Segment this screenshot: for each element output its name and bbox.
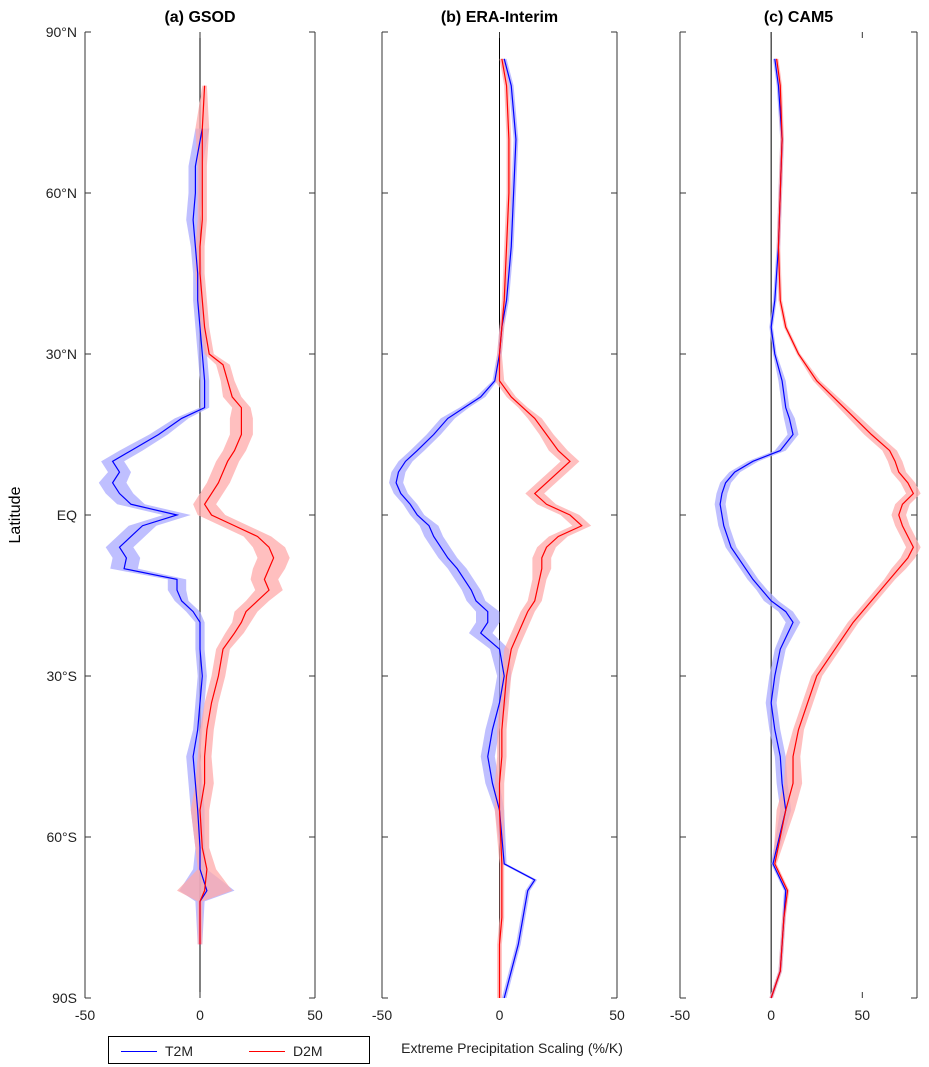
ytick-label-4: 30°S bbox=[46, 668, 77, 684]
ytick-label-2: 30°N bbox=[46, 346, 77, 362]
xtick-label-1-0: -50 bbox=[372, 1007, 392, 1023]
legend-swatch-t2m bbox=[121, 1050, 157, 1052]
band-t2m-1 bbox=[389, 58, 538, 999]
legend-swatch-d2m bbox=[249, 1050, 285, 1052]
ytick-label-6: 90S bbox=[52, 990, 77, 1006]
x-axis-label: Extreme Precipitation Scaling (%/K) bbox=[401, 1040, 623, 1056]
line-t2m-2 bbox=[719, 58, 794, 999]
panel-title-0: (a) GSOD bbox=[164, 9, 235, 26]
legend-label-d2m: D2M bbox=[293, 1043, 323, 1059]
line-d2m-2 bbox=[770, 58, 915, 999]
band-d2m-0 bbox=[177, 85, 290, 945]
line-t2m-1 bbox=[395, 58, 536, 999]
xtick-label-0-0: -50 bbox=[75, 1007, 95, 1023]
ytick-label-1: 60°N bbox=[46, 185, 77, 201]
y-axis-label: Latitude bbox=[7, 486, 24, 543]
ytick-label-0: 90°N bbox=[46, 24, 77, 40]
line-t2m-0 bbox=[111, 128, 208, 945]
legend: T2M D2M bbox=[108, 1036, 370, 1064]
band-d2m-1 bbox=[494, 58, 592, 999]
legend-item-d2m: D2M bbox=[249, 1043, 323, 1059]
legend-label-t2m: T2M bbox=[165, 1043, 193, 1059]
xtick-label-0-2: 50 bbox=[307, 1007, 323, 1023]
xtick-label-2-1: 0 bbox=[767, 1007, 775, 1023]
xtick-label-2-2: 50 bbox=[855, 1007, 871, 1023]
band-t2m-2 bbox=[714, 58, 801, 999]
band-t2m-0 bbox=[98, 128, 235, 945]
panel-title-2: (c) CAM5 bbox=[764, 9, 833, 26]
xtick-label-2-0: -50 bbox=[670, 1007, 690, 1023]
legend-item-t2m: T2M bbox=[121, 1043, 193, 1059]
xtick-label-1-1: 0 bbox=[496, 1007, 504, 1023]
ytick-label-3: EQ bbox=[57, 507, 77, 523]
ytick-label-5: 60°S bbox=[46, 829, 77, 845]
band-d2m-2 bbox=[769, 58, 921, 999]
xtick-label-0-1: 0 bbox=[196, 1007, 204, 1023]
line-d2m-0 bbox=[199, 85, 275, 945]
panel-title-1: (b) ERA-Interim bbox=[441, 9, 558, 26]
xtick-label-1-2: 50 bbox=[609, 1007, 625, 1023]
line-d2m-1 bbox=[498, 58, 583, 998]
